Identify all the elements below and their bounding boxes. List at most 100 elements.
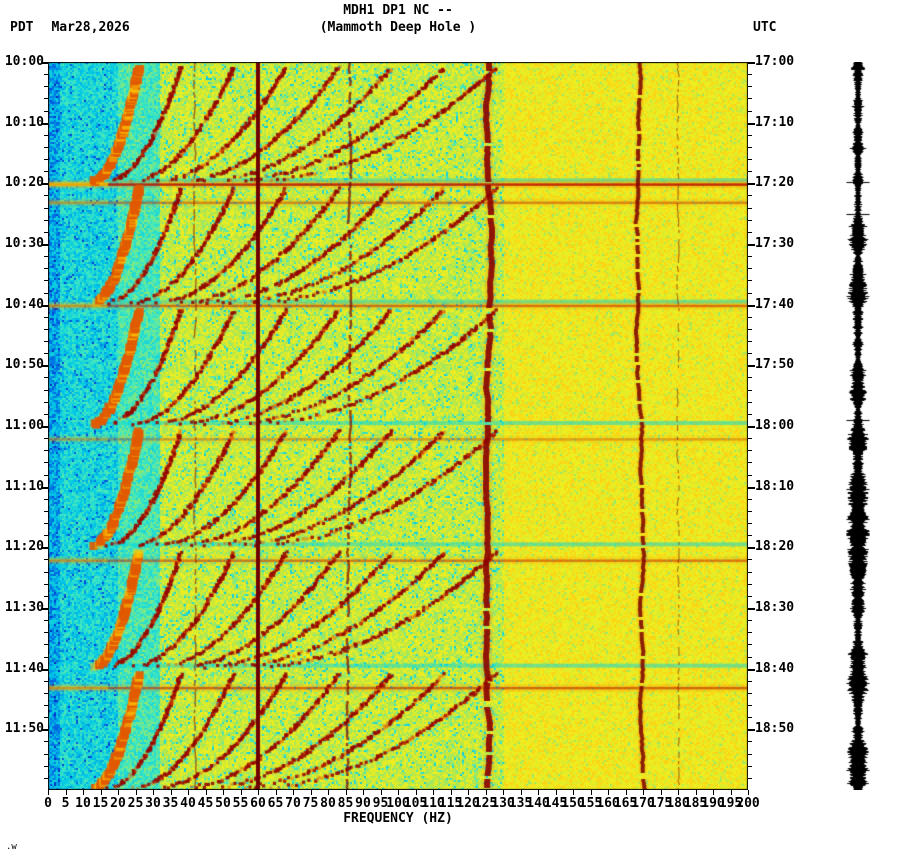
tick-bottom (363, 790, 364, 795)
tick-bottom (135, 790, 137, 795)
tick-left (41, 608, 48, 610)
corner-note: .w (6, 842, 17, 852)
tick-right-minor (748, 171, 752, 173)
tick-bottom (188, 790, 189, 795)
tick-right-minor (748, 632, 752, 634)
tick-bottom (713, 790, 714, 795)
tick-right-minor (748, 146, 752, 148)
freq-tick-label: 130 (491, 796, 515, 811)
tick-bottom (328, 790, 329, 795)
time-label-right: 17:00 (755, 54, 795, 69)
tick-bottom (223, 790, 224, 795)
tick-right-minor (748, 86, 752, 88)
freq-tick-label: 25 (127, 796, 144, 811)
tick-right-minor (748, 620, 752, 622)
tick-left (41, 304, 48, 307)
tick-right-minor (748, 316, 752, 318)
tick-right-minor (748, 583, 752, 585)
tick-right-minor (748, 74, 752, 76)
tick-left (41, 547, 48, 550)
tick-right-minor (748, 777, 752, 779)
tick-left (41, 365, 48, 368)
tick-bottom (643, 790, 644, 795)
time-label-right: 17:40 (755, 296, 795, 312)
time-label-left: 10:00 (4, 54, 44, 69)
tick-bottom (83, 790, 84, 795)
tick-bottom (503, 790, 504, 795)
freq-tick-label: 195 (718, 796, 743, 811)
freq-tick-label: 135 (508, 796, 533, 811)
tick-right-minor (748, 765, 752, 767)
tick-right-minor (748, 474, 752, 476)
tick-bottom (485, 790, 487, 795)
freq-tick-label: 140 (526, 796, 550, 811)
freq-tick-label: 95 (372, 796, 389, 811)
tick-right-minor (748, 401, 752, 403)
tick-right-minor (748, 413, 752, 415)
tick-right-minor (748, 268, 752, 270)
tick-bottom (380, 790, 382, 795)
tick-right (748, 608, 755, 610)
waveform-strip (846, 62, 870, 790)
freq-tick-label: 45 (197, 796, 214, 811)
tick-right-minor (748, 741, 752, 743)
time-label-right: 18:50 (755, 721, 795, 737)
tick-right-minor (748, 377, 752, 379)
tick-right-minor (748, 717, 752, 719)
tick-right-minor (748, 110, 752, 112)
freq-tick-label: 75 (302, 796, 319, 811)
timezone-left-label: PDT (10, 20, 34, 35)
tick-right-minor (748, 328, 752, 330)
freq-tick-label: 65 (267, 796, 284, 811)
tick-right-minor (748, 231, 752, 233)
tick-bottom (695, 790, 697, 795)
tick-right-minor (748, 498, 752, 500)
tick-bottom (205, 790, 207, 795)
tick-right-minor (748, 353, 752, 355)
freq-tick-label: 180 (666, 796, 690, 811)
tick-bottom (345, 790, 347, 795)
tick-right-minor (748, 389, 752, 391)
tick-bottom (240, 790, 242, 795)
tick-right-minor (748, 341, 752, 343)
freq-tick-label: 105 (403, 796, 428, 811)
tick-bottom (520, 790, 522, 795)
tick-left (41, 244, 48, 246)
tick-bottom (275, 790, 277, 795)
tick-right-minor (748, 656, 752, 658)
freq-tick-label: 85 (337, 796, 354, 811)
timezone-left-group: PDT Mar28,2026 (10, 20, 130, 35)
time-label-right: 18:30 (755, 600, 795, 615)
tick-right-minor (748, 462, 752, 464)
tick-bottom (48, 790, 49, 795)
time-label-left: 10:20 (4, 175, 44, 191)
tick-right-minor (748, 159, 752, 161)
time-label-left: 11:00 (4, 418, 44, 433)
tick-right-minor (748, 595, 752, 597)
tick-right (748, 244, 755, 246)
time-label-right: 17:50 (755, 357, 795, 373)
time-label-right: 18:10 (755, 478, 795, 494)
tick-right (748, 183, 755, 186)
tick-right-minor (748, 705, 752, 707)
tick-bottom (573, 790, 574, 795)
tick-bottom (590, 790, 592, 795)
time-label-left: 11:20 (4, 539, 44, 555)
freq-tick-label: 155 (578, 796, 603, 811)
time-label-right: 18:00 (755, 418, 795, 433)
tick-right-minor (748, 207, 752, 209)
freq-tick-label: 50 (215, 796, 231, 811)
time-label-left: 10:10 (4, 114, 44, 130)
freq-tick-label: 190 (701, 796, 725, 811)
tick-left (41, 183, 48, 186)
freq-tick-label: 145 (543, 796, 568, 811)
freq-tick-label: 90 (355, 796, 371, 811)
tick-right (748, 547, 755, 550)
tick-right-minor (748, 256, 752, 258)
tick-bottom (730, 790, 732, 795)
tick-left (41, 122, 48, 125)
tick-bottom (555, 790, 557, 795)
tick-bottom (748, 790, 749, 795)
freq-tick-label: 150 (561, 796, 585, 811)
